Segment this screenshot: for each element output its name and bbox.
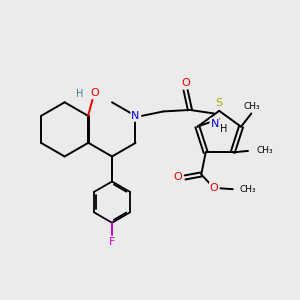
Text: O: O [90,88,99,98]
Text: H: H [76,89,83,99]
Text: N: N [211,119,219,129]
Text: O: O [210,183,219,193]
Text: CH₃: CH₃ [244,102,260,111]
Text: CH₃: CH₃ [240,185,256,194]
Text: CH₃: CH₃ [257,146,274,155]
Text: F: F [109,238,115,248]
Text: H: H [220,124,227,134]
Text: O: O [173,172,182,182]
Text: O: O [181,79,190,88]
Text: N: N [131,111,140,121]
Text: S: S [216,98,223,109]
